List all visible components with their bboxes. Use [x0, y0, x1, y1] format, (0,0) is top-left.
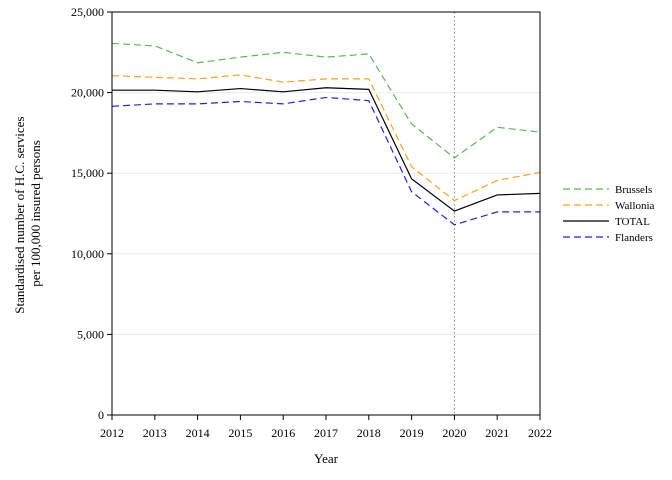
y-tick-label: 25,000: [71, 5, 104, 19]
x-tick-label: 2022: [528, 426, 552, 440]
legend-label-brussels: Brussels: [615, 184, 652, 196]
series-line-brussels: [111, 42, 541, 159]
series-line-total: [112, 87, 541, 212]
legend-label-flanders: Flanders: [615, 232, 653, 244]
y-tick-label: 15,000: [71, 166, 104, 180]
x-tick-label: 2020: [442, 426, 466, 440]
series-line-flanders: [111, 96, 540, 226]
x-tick-label: 2018: [357, 426, 381, 440]
x-tick-label: 2016: [271, 426, 295, 440]
plot-frame: [111, 11, 541, 416]
y-axis-title-line-1: Standardised number of H.C. services: [12, 117, 27, 314]
y-tick-label: 5,000: [77, 327, 104, 341]
y-axis: 0 5,000 10,000 15,000 20,000 25,000: [71, 5, 112, 422]
legend-label-wallonia: Wallonia: [615, 200, 655, 212]
x-tick-label: 2015: [228, 426, 252, 440]
x-tick-label: 2013: [143, 426, 167, 440]
y-tick-label: 20,000: [71, 86, 104, 100]
y-tick-label: 0: [98, 408, 104, 422]
legend: Brussels Wallonia TOTAL Flanders: [563, 184, 655, 244]
x-tick-label: 2021: [485, 426, 509, 440]
grid: [112, 92, 540, 335]
x-tick-label: 2012: [100, 426, 124, 440]
y-axis-title: Standardised number of H.C. services per…: [12, 113, 43, 313]
series-group: [111, 42, 541, 226]
legend-label-total: TOTAL: [615, 216, 650, 228]
y-axis-title-line-2: per 100,000 insured persons: [28, 140, 43, 287]
x-tick-label: 2019: [400, 426, 424, 440]
y-tick-label: 10,000: [71, 247, 104, 261]
x-axis-title: Year: [314, 451, 339, 466]
series-line-wallonia: [111, 74, 541, 202]
x-axis: 2012 2013 2014 2015 2016 2017 2018 2019 2020 2021…: [100, 415, 552, 440]
x-tick-label: 2017: [314, 426, 338, 440]
x-tick-label: 2014: [186, 426, 210, 440]
